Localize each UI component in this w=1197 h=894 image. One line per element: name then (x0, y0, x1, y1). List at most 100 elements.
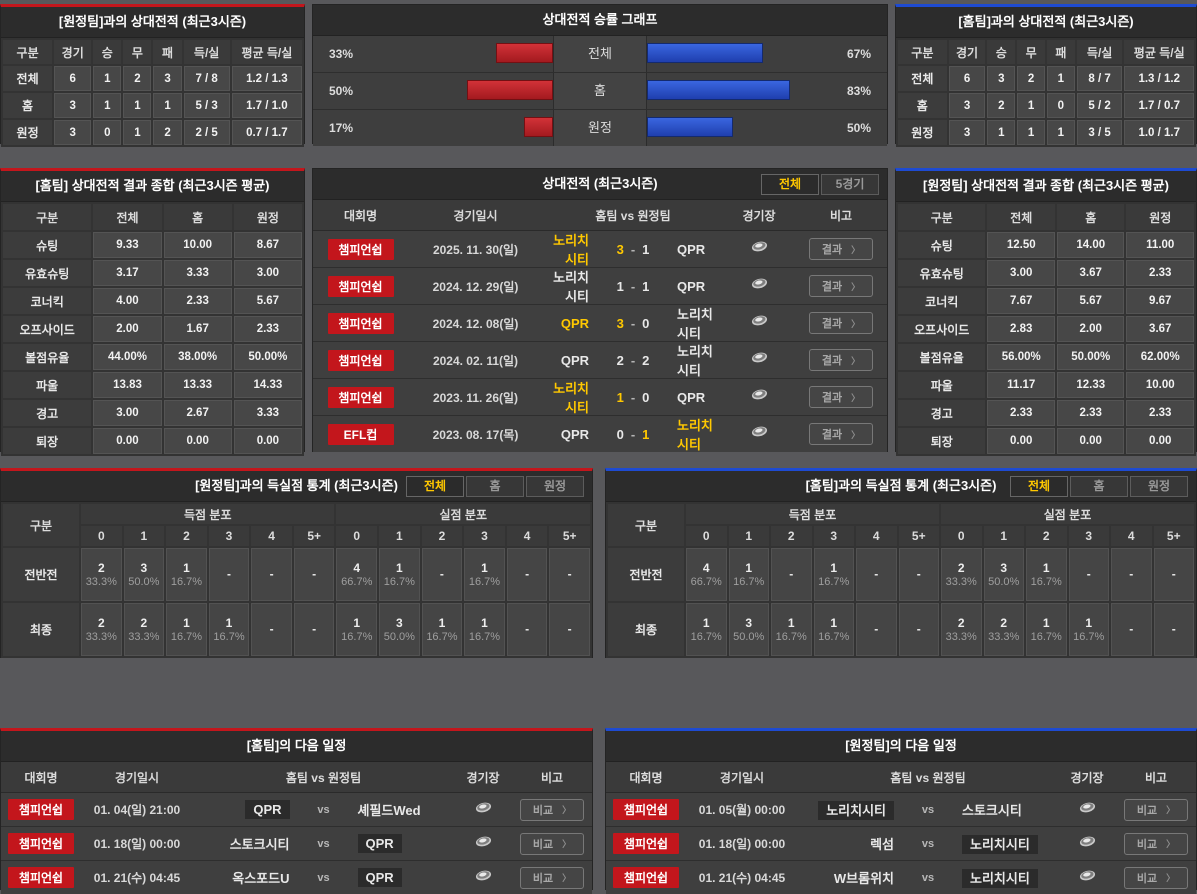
vs-label: vs (317, 803, 330, 816)
compare-button[interactable]: 비교 〉 (519, 866, 585, 889)
panel-title: [원정팀]의 다음 일정 (606, 731, 1196, 762)
cell: 0.00 (161, 426, 234, 456)
stadium-icon[interactable] (750, 387, 769, 407)
row-label: 파울 (895, 370, 988, 400)
blue-bar (647, 117, 734, 137)
bin-header: 0 (334, 524, 380, 548)
cell: 9.33 (91, 230, 164, 260)
tab-home[interactable]: 홈 (466, 476, 524, 497)
stadium-icon[interactable] (1078, 834, 1097, 854)
compare-button[interactable]: 비교 〉 (1123, 798, 1189, 821)
compare-button[interactable]: 비교 〉 (1123, 832, 1189, 855)
cell: 1 (1015, 118, 1047, 147)
compare-button[interactable]: 비교 〉 (519, 832, 585, 855)
result-button[interactable]: 결과 〉 (808, 386, 874, 408)
cell: 2 33.3% (981, 601, 1026, 658)
match-row: 챔피언쉽 2025. 11. 30(일) 노리치시티 3-1 QPR 결과 〉 (313, 231, 887, 268)
stadium-icon[interactable] (1078, 800, 1097, 820)
filter-tabs: 전체 홈 원정 (406, 476, 584, 497)
compare-button[interactable]: 비교 〉 (519, 798, 585, 821)
match-date: 2024. 12. 08(일) (432, 316, 519, 331)
result-button[interactable]: 결과 〉 (808, 349, 874, 371)
tab-all[interactable]: 전체 (761, 174, 819, 195)
stadium-icon[interactable] (750, 424, 769, 444)
result-button[interactable]: 결과 〉 (808, 275, 874, 297)
stadium-icon[interactable] (474, 868, 493, 888)
cell: 10.00 (161, 230, 234, 260)
away-score: 0 (642, 389, 650, 405)
cell: 2 33.3% (79, 601, 124, 658)
table-row: 파울 13.83 13.33 14.33 (0, 370, 305, 400)
stadium-icon[interactable] (750, 350, 769, 370)
match-row: EFL컵 2023. 08. 17(목) QPR 0-1 노리치시티 결과 〉 (313, 416, 887, 452)
cell: 3 50.0% (121, 546, 167, 603)
tab-away[interactable]: 원정 (526, 476, 584, 497)
stadium-icon[interactable] (474, 800, 493, 820)
col-header: 경기장 (742, 208, 776, 223)
stadium-icon[interactable] (750, 239, 769, 259)
home-team: 노리치시티 (553, 381, 589, 415)
home-score: 2 (616, 352, 624, 368)
cell: 0.7 / 1.7 (229, 118, 305, 147)
tab-last5[interactable]: 5경기 (821, 174, 879, 195)
cell: 9.67 (1124, 286, 1196, 316)
tab-all[interactable]: 전체 (1010, 476, 1068, 497)
winrate-chart: 33% 전체 67% 50% 홈 83% 17% 원정 50% (313, 36, 887, 146)
right-percent-label: 67% (846, 47, 871, 61)
cell: 5 / 2 (1074, 91, 1125, 120)
col-header: 경기일시 (114, 770, 160, 785)
row-label: 전반전 (1, 546, 81, 603)
result-button[interactable]: 결과 〉 (808, 238, 874, 260)
compare-button[interactable]: 비교 〉 (1123, 866, 1189, 889)
result-button[interactable]: 결과 〉 (808, 423, 874, 445)
col-header: 대회명 (24, 770, 58, 785)
table-row: 경고 3.00 2.67 3.33 (0, 398, 305, 428)
cell: 2 / 5 (181, 118, 232, 147)
tab-home[interactable]: 홈 (1070, 476, 1128, 497)
h2h-matches-panel: 상대전적 (최근3시즌) 전체 5경기 대회명 경기일시 홈팀 vs 원정팀 경… (312, 168, 888, 452)
cell: - (1109, 601, 1154, 658)
bin-header: 3 (462, 524, 507, 548)
stadium-icon[interactable] (474, 834, 493, 854)
cell: 3 (946, 118, 988, 147)
league-badge: 챔피언쉽 (8, 799, 74, 820)
col-header: 패 (151, 38, 184, 66)
stadium-icon[interactable] (1078, 868, 1097, 888)
stadium-icon[interactable] (750, 313, 769, 333)
result-button[interactable]: 결과 〉 (808, 312, 874, 334)
match-date: 01. 05(월) 00:00 (698, 803, 786, 817)
chevron-right-icon: 〉 (851, 281, 861, 292)
score-dash: - (630, 241, 636, 257)
col-header: 전체 (985, 202, 1057, 232)
col-header: 경기 (52, 38, 94, 66)
league-badge: 챔피언쉽 (327, 275, 394, 297)
cell: 1 16.7% (769, 601, 814, 658)
tab-all[interactable]: 전체 (406, 476, 464, 497)
col-header: 구분 (895, 202, 988, 232)
cell: 50.00% (1054, 342, 1127, 372)
home-summary-panel: [홈팀] 상대전적 결과 종합 (최근3시즌 평균) 구분 전체 홈 원정 슈팅 9.3… (0, 168, 305, 456)
home-team: 노리치시티 (553, 233, 589, 267)
cell: 56.00% (985, 342, 1057, 372)
bin-header: 5+ (547, 524, 592, 548)
cell: - (206, 546, 252, 603)
cell: 2.33 (1124, 258, 1196, 288)
cell: 3 / 5 (1074, 118, 1125, 147)
list-header: 대회명 경기일시 홈팀 vs 원정팀 경기장 비고 (313, 200, 887, 231)
cell: - (249, 546, 294, 603)
home-team: QPR (560, 352, 589, 368)
table-row: 파울 11.17 12.33 10.00 (895, 370, 1196, 400)
match-row: 챔피언쉽 2024. 12. 08(일) QPR 3-0 노리치시티 결과 〉 (313, 305, 887, 342)
cell: 2.33 (231, 314, 305, 344)
col-header: 승 (985, 38, 1018, 66)
row-label: 경고 (895, 398, 988, 428)
vs-label: vs (921, 871, 935, 884)
cell: - (547, 601, 592, 658)
stadium-icon[interactable] (750, 276, 769, 296)
cell: 1 (91, 64, 124, 93)
bin-header: 5+ (1151, 524, 1196, 548)
cell: 0.00 (231, 426, 305, 456)
row-label: 경고 (0, 398, 94, 428)
tab-away[interactable]: 원정 (1130, 476, 1188, 497)
